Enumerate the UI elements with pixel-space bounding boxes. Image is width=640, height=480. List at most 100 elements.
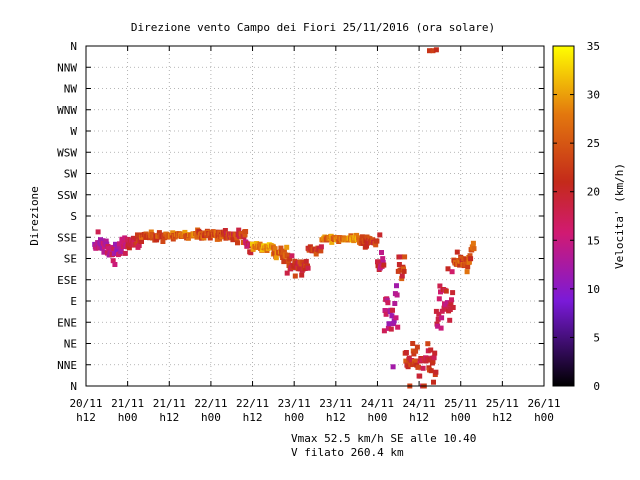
data-point (432, 350, 438, 356)
data-point (402, 254, 408, 260)
data-point (313, 251, 319, 257)
data-point (380, 256, 386, 262)
data-point (118, 249, 124, 255)
data-point (391, 318, 397, 324)
data-point (207, 235, 213, 241)
data-point (433, 369, 439, 375)
data-point (424, 356, 430, 362)
data-point (390, 364, 396, 370)
data-point (382, 308, 388, 313)
data-point (235, 240, 240, 246)
data-point (394, 292, 400, 298)
data-point (299, 272, 305, 278)
data-point (392, 301, 398, 306)
data-point (114, 249, 120, 255)
x-tick-hour: h00 (201, 411, 221, 424)
data-point (467, 253, 473, 259)
x-tick-date: 20/11 (69, 397, 102, 410)
data-point (413, 358, 419, 364)
data-point (470, 240, 476, 246)
data-point (433, 47, 439, 53)
y-tick-label: N (70, 40, 77, 53)
x-tick-date: 23/11 (319, 397, 352, 410)
data-point (381, 262, 387, 268)
data-point (436, 311, 442, 317)
data-point (466, 259, 472, 265)
data-point (381, 328, 387, 334)
x-tick-date: 22/11 (236, 397, 269, 410)
colorbar-tick-label: 10 (587, 283, 600, 296)
data-point (272, 246, 278, 252)
x-tick-hour: h12 (159, 411, 179, 424)
data-point (420, 365, 426, 371)
data-point (393, 315, 399, 321)
data-point (398, 254, 404, 260)
data-point (464, 269, 470, 275)
data-point (439, 315, 445, 321)
stats-line-2: V filato 260.4 km (291, 446, 404, 459)
data-point (139, 239, 144, 244)
x-tick-date: 25/11 (486, 397, 519, 410)
data-point (111, 251, 117, 256)
data-point (101, 249, 107, 255)
data-point (303, 258, 309, 264)
data-point (383, 311, 389, 317)
data-point (307, 244, 313, 250)
x-tick-hour: h00 (451, 411, 471, 424)
y-tick-label: SSW (57, 189, 77, 202)
y-axis-label: Direzione (28, 186, 41, 246)
y-tick-label: W (70, 125, 77, 138)
data-point (396, 262, 402, 267)
data-point (394, 283, 399, 289)
data-points (92, 47, 477, 389)
data-point (230, 237, 236, 243)
data-point (399, 273, 405, 279)
data-point (388, 326, 394, 332)
data-point (376, 259, 382, 265)
data-point (428, 368, 434, 374)
data-point (448, 301, 454, 307)
colorbar-tick-label: 25 (587, 137, 600, 150)
data-point (436, 296, 442, 302)
x-tick-hour: h00 (368, 411, 388, 424)
data-point (136, 243, 142, 248)
y-tick-label: WSW (57, 146, 77, 159)
y-tick-label: WNW (57, 104, 77, 117)
data-point (399, 276, 405, 282)
x-tick-hour: h12 (243, 411, 263, 424)
x-tick-hour: h12 (409, 411, 429, 424)
data-point (377, 232, 383, 238)
data-point (318, 244, 324, 250)
data-point (471, 246, 477, 252)
colorbar-ticks: 0 5 10 15 20 25 30 35 (553, 40, 600, 393)
x-tick-hour: h12 (492, 411, 512, 424)
data-point (401, 268, 407, 274)
data-point (379, 250, 384, 255)
data-point (170, 230, 176, 236)
data-point (373, 242, 379, 248)
data-point (457, 262, 463, 268)
data-point (364, 243, 369, 249)
data-point (122, 235, 128, 241)
data-point (385, 300, 391, 306)
data-point (112, 262, 118, 267)
colorbar-tick-label: 35 (587, 40, 600, 53)
data-point (447, 307, 453, 312)
data-point (106, 246, 112, 252)
data-point (445, 266, 451, 272)
data-point (447, 317, 453, 323)
y-tick-label: NNW (57, 61, 77, 74)
x-tick-date: 21/11 (153, 397, 186, 410)
y-tick-labels: N NNE NE ENE E ESE SE SSE S SSW SW WSW W WNW NW NNW N (57, 40, 544, 393)
data-point (117, 241, 122, 247)
data-point (287, 256, 293, 262)
data-point (222, 228, 228, 233)
y-tick-label: ESE (57, 274, 77, 287)
data-point (430, 359, 436, 365)
data-point (435, 323, 441, 329)
x-tick-date: 22/11 (194, 397, 227, 410)
data-point (427, 48, 432, 54)
data-point (430, 48, 436, 54)
data-point (460, 258, 465, 264)
colorbar-tick-label: 30 (587, 89, 600, 102)
